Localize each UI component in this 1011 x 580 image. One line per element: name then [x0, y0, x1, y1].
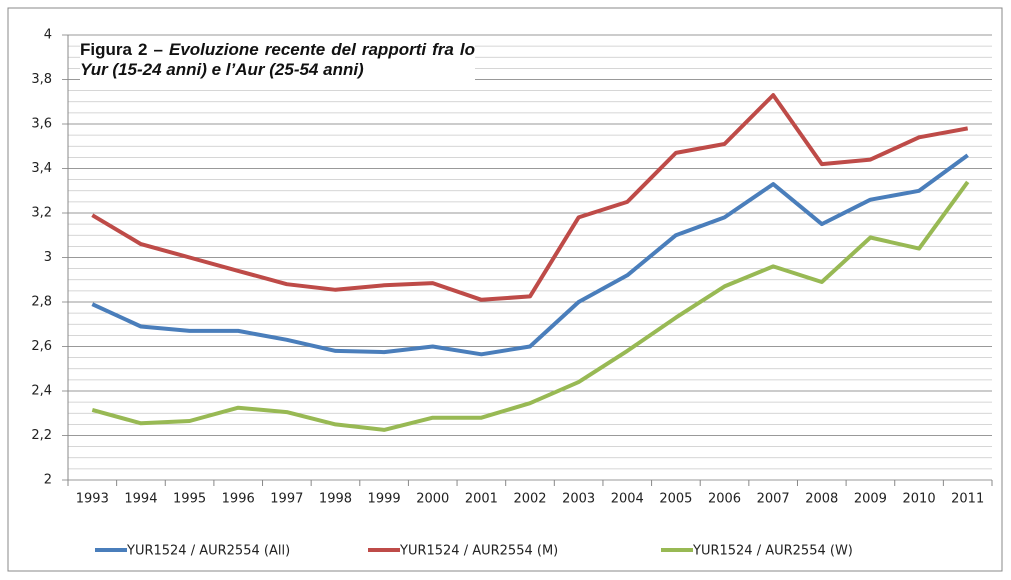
x-tick-label: 1994 [124, 492, 157, 507]
y-tick-label: 3,4 [31, 161, 52, 176]
y-tick-label: 3,2 [31, 206, 52, 221]
series-line [91, 93, 969, 302]
x-tick-label: 2007 [757, 492, 790, 507]
chart-border [7, 7, 1003, 572]
x-tick-label: 2009 [854, 492, 887, 507]
legend-label: YUR1524 / AUR2554 (M) [399, 544, 558, 559]
x-tick-label: 1997 [270, 492, 303, 507]
x-tick-label: 1996 [222, 492, 255, 507]
y-tick-label: 2,6 [31, 339, 52, 354]
chart-title: Figura 2 – [80, 40, 163, 59]
title-box: Figura 2 – Evoluzione recente del rappor… [80, 40, 475, 80]
y-tick-label: 2,8 [31, 295, 52, 310]
x-tick-label: 2003 [562, 492, 595, 507]
x-tick-label: 1993 [76, 492, 109, 507]
x-tick-label: 2005 [659, 492, 692, 507]
series-line [91, 153, 969, 357]
x-tick-label: 1995 [173, 492, 206, 507]
y-tick-label: 3 [44, 250, 52, 265]
x-tick-label: 1999 [368, 492, 401, 507]
y-tick-label: 2 [44, 473, 52, 488]
chart-subtitle: Evoluzione recente del rapporti fra lo Y… [80, 40, 475, 79]
legend-label: YUR1524 / AUR2554 (W) [692, 544, 853, 559]
x-tick-label: 2002 [513, 492, 546, 507]
x-tick-label: 2010 [903, 492, 936, 507]
x-tick-label: 2008 [805, 492, 838, 507]
y-tick-label: 3,6 [31, 117, 52, 132]
y-tick-label: 2,2 [31, 428, 52, 443]
y-tick-label: 3,8 [31, 72, 52, 87]
x-tick-label: 2006 [708, 492, 741, 507]
x-tick-label: 2011 [951, 492, 984, 507]
x-tick-label: 2004 [611, 492, 644, 507]
x-tick-label: 2000 [416, 492, 449, 507]
legend-label: YUR1524 / AUR2554 (All) [126, 544, 290, 559]
y-tick-label: 4 [44, 28, 52, 43]
y-tick-label: 2,4 [31, 384, 52, 399]
series-line [91, 180, 970, 432]
x-tick-label: 1998 [319, 492, 352, 507]
x-tick-label: 2001 [465, 492, 498, 507]
